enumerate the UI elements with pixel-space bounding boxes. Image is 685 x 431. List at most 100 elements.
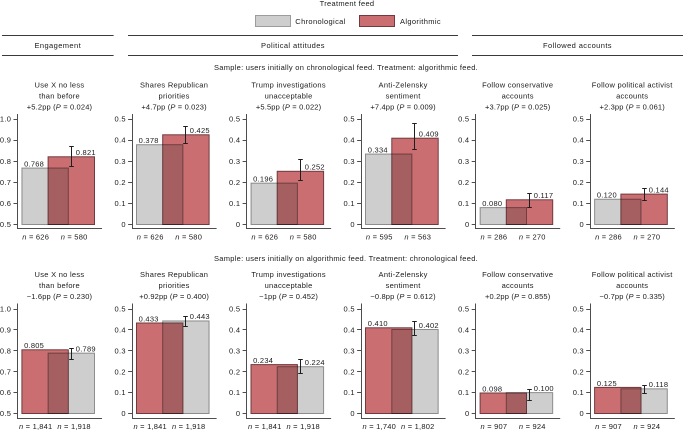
svg-text:accounts: accounts	[502, 281, 534, 290]
svg-text:Follow political activist: Follow political activist	[592, 270, 673, 279]
svg-text:0.2: 0.2	[115, 178, 126, 187]
svg-text:Engagement: Engagement	[35, 41, 82, 50]
svg-text:0.1: 0.1	[229, 199, 240, 208]
svg-text:0.5: 0.5	[0, 409, 11, 418]
svg-text:Political attitudes: Political attitudes	[261, 41, 325, 50]
svg-text:0.1: 0.1	[573, 199, 584, 208]
svg-text:accounts: accounts	[502, 92, 534, 101]
svg-text:0.3: 0.3	[229, 157, 240, 166]
svg-text:0.144: 0.144	[649, 185, 669, 194]
svg-text:0.443: 0.443	[190, 312, 210, 321]
svg-text:0.120: 0.120	[597, 191, 617, 200]
svg-text:+5.2pp (P = 0.024): +5.2pp (P = 0.024)	[27, 103, 93, 112]
svg-text:0.2: 0.2	[458, 178, 469, 187]
svg-text:0.5: 0.5	[458, 115, 469, 124]
svg-text:n = 1,802: n = 1,802	[401, 422, 434, 431]
svg-text:0.252: 0.252	[305, 163, 325, 172]
svg-text:0.2: 0.2	[573, 367, 584, 376]
svg-text:0.3: 0.3	[458, 346, 469, 355]
svg-text:n = 1,841: n = 1,841	[19, 422, 52, 431]
svg-text:0.4: 0.4	[573, 326, 584, 335]
svg-text:0.2: 0.2	[344, 367, 355, 376]
svg-text:n = 1,918: n = 1,918	[172, 422, 205, 431]
svg-text:0.409: 0.409	[419, 130, 439, 139]
svg-text:1.0: 1.0	[0, 115, 11, 124]
svg-text:+5.5pp (P = 0.022): +5.5pp (P = 0.022)	[256, 103, 322, 112]
svg-text:0.5: 0.5	[344, 305, 355, 314]
svg-text:0.768: 0.768	[24, 159, 44, 168]
svg-text:−0.8pp (P = 0.612): −0.8pp (P = 0.612)	[370, 292, 436, 301]
svg-text:−1.6pp (P = 0.230): −1.6pp (P = 0.230)	[27, 292, 93, 301]
svg-text:n = 286: n = 286	[595, 233, 622, 242]
svg-text:0: 0	[465, 409, 469, 418]
svg-text:−0.7pp (P = 0.335): −0.7pp (P = 0.335)	[599, 292, 665, 301]
svg-text:0.234: 0.234	[253, 356, 273, 365]
svg-text:than before: than before	[39, 281, 80, 290]
svg-text:0.196: 0.196	[253, 175, 273, 184]
svg-text:Follow conservative: Follow conservative	[482, 270, 553, 279]
svg-text:0.3: 0.3	[115, 346, 126, 355]
svg-text:Follow political activist: Follow political activist	[592, 81, 673, 90]
svg-text:n = 1,841: n = 1,841	[248, 422, 281, 431]
svg-text:0.5: 0.5	[0, 220, 11, 229]
svg-text:0: 0	[236, 409, 240, 418]
svg-text:n = 1,841: n = 1,841	[133, 422, 166, 431]
svg-text:Chronological: Chronological	[295, 17, 345, 26]
svg-text:0.3: 0.3	[458, 157, 469, 166]
svg-text:n = 580: n = 580	[290, 233, 317, 242]
svg-text:accounts: accounts	[616, 281, 648, 290]
svg-text:Anti-Zelensky: Anti-Zelensky	[379, 81, 428, 90]
svg-text:n = 626: n = 626	[137, 233, 164, 242]
svg-text:0.080: 0.080	[482, 199, 502, 208]
svg-text:0.125: 0.125	[597, 379, 617, 388]
svg-text:−1pp (P = 0.452): −1pp (P = 0.452)	[259, 292, 318, 301]
svg-text:0.2: 0.2	[115, 367, 126, 376]
svg-text:n = 1,740: n = 1,740	[363, 422, 396, 431]
svg-text:n = 563: n = 563	[404, 233, 431, 242]
svg-text:0.4: 0.4	[573, 136, 584, 145]
svg-text:1.0: 1.0	[0, 305, 11, 314]
svg-text:Use X no less: Use X no less	[35, 270, 85, 279]
svg-text:n = 595: n = 595	[366, 233, 393, 242]
svg-text:0.2: 0.2	[573, 178, 584, 187]
svg-text:0.3: 0.3	[344, 157, 355, 166]
svg-text:0.402: 0.402	[419, 321, 439, 330]
svg-text:0.6: 0.6	[0, 199, 11, 208]
svg-text:0.433: 0.433	[139, 314, 159, 323]
svg-text:0.224: 0.224	[305, 358, 325, 367]
svg-text:n = 924: n = 924	[519, 422, 546, 431]
svg-text:unacceptable: unacceptable	[265, 92, 313, 101]
svg-text:Followed accounts: Followed accounts	[543, 41, 612, 50]
svg-text:0.5: 0.5	[458, 305, 469, 314]
svg-text:0.2: 0.2	[458, 367, 469, 376]
svg-text:0.4: 0.4	[344, 136, 355, 145]
svg-text:0.117: 0.117	[534, 191, 553, 200]
svg-text:Anti-Zelensky: Anti-Zelensky	[379, 270, 428, 279]
svg-text:0.8: 0.8	[0, 346, 11, 355]
svg-text:0.118: 0.118	[649, 380, 668, 389]
svg-text:0.1: 0.1	[458, 199, 469, 208]
svg-text:0: 0	[350, 409, 354, 418]
svg-text:unacceptable: unacceptable	[265, 281, 313, 290]
svg-text:n = 626: n = 626	[251, 233, 278, 242]
svg-text:0.7: 0.7	[0, 367, 11, 376]
svg-text:0.1: 0.1	[115, 199, 126, 208]
svg-text:0.1: 0.1	[229, 388, 240, 397]
svg-text:0.4: 0.4	[229, 136, 240, 145]
svg-text:+0.2pp (P = 0.855): +0.2pp (P = 0.855)	[485, 292, 551, 301]
svg-text:0: 0	[121, 220, 125, 229]
svg-text:0.8: 0.8	[0, 157, 11, 166]
svg-text:+4.7pp (P = 0.023): +4.7pp (P = 0.023)	[141, 103, 207, 112]
svg-text:accounts: accounts	[616, 92, 648, 101]
svg-text:n = 270: n = 270	[634, 233, 661, 242]
svg-text:Follow conservative: Follow conservative	[482, 81, 553, 90]
svg-text:n = 924: n = 924	[634, 422, 661, 431]
svg-text:Algorithmic: Algorithmic	[400, 17, 441, 26]
svg-text:0.410: 0.410	[368, 319, 388, 328]
svg-text:0.7: 0.7	[0, 178, 11, 187]
svg-text:n = 270: n = 270	[519, 233, 546, 242]
svg-text:0.5: 0.5	[229, 305, 240, 314]
svg-text:0: 0	[236, 220, 240, 229]
svg-text:0.1: 0.1	[344, 388, 355, 397]
svg-text:0.5: 0.5	[229, 115, 240, 124]
